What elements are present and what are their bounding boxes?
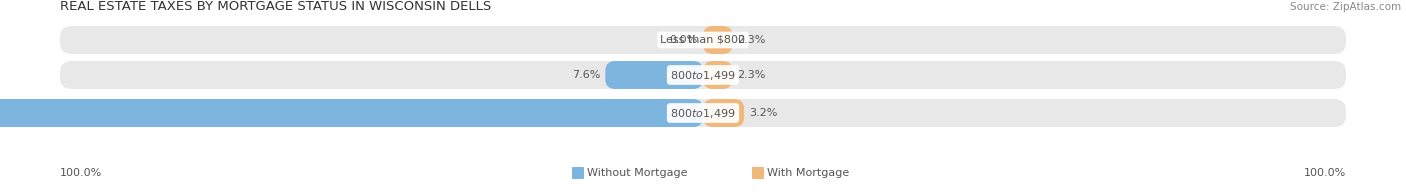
Text: Without Mortgage: Without Mortgage <box>586 168 688 178</box>
FancyBboxPatch shape <box>703 99 744 127</box>
Text: 2.3%: 2.3% <box>738 35 766 45</box>
Text: Source: ZipAtlas.com: Source: ZipAtlas.com <box>1289 2 1400 12</box>
Text: Less than $800: Less than $800 <box>661 35 745 45</box>
FancyBboxPatch shape <box>703 26 733 54</box>
Text: With Mortgage: With Mortgage <box>768 168 849 178</box>
FancyBboxPatch shape <box>703 61 733 89</box>
Text: 3.2%: 3.2% <box>749 108 778 118</box>
FancyBboxPatch shape <box>60 61 1346 89</box>
Text: 0.0%: 0.0% <box>669 35 697 45</box>
Text: $800 to $1,499: $800 to $1,499 <box>671 68 735 82</box>
FancyBboxPatch shape <box>60 99 1346 127</box>
FancyBboxPatch shape <box>605 61 703 89</box>
Text: REAL ESTATE TAXES BY MORTGAGE STATUS IN WISCONSIN DELLS: REAL ESTATE TAXES BY MORTGAGE STATUS IN … <box>60 1 491 13</box>
FancyBboxPatch shape <box>752 167 763 179</box>
Text: $800 to $1,499: $800 to $1,499 <box>671 106 735 120</box>
FancyBboxPatch shape <box>60 26 1346 54</box>
Text: 100.0%: 100.0% <box>1303 168 1346 178</box>
Text: 2.3%: 2.3% <box>738 70 766 80</box>
Text: 7.6%: 7.6% <box>572 70 600 80</box>
FancyBboxPatch shape <box>0 99 703 127</box>
FancyBboxPatch shape <box>572 167 583 179</box>
Text: 100.0%: 100.0% <box>60 168 103 178</box>
